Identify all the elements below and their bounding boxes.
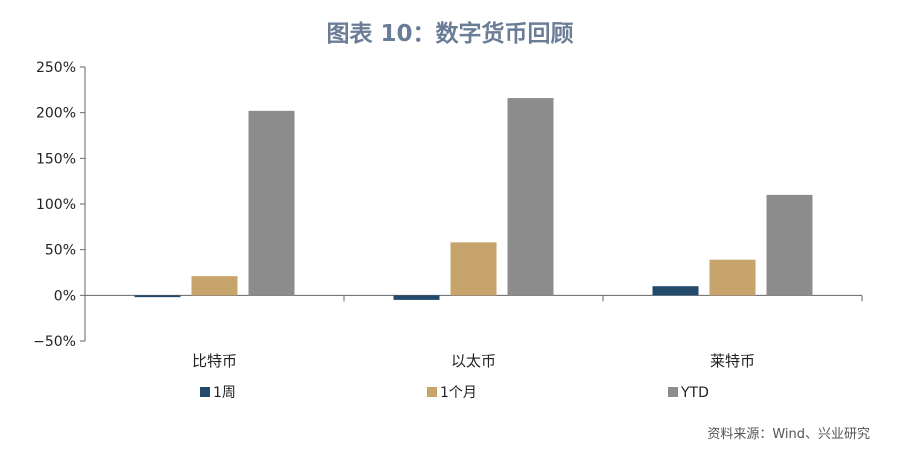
category-label: 以太币	[451, 352, 496, 370]
bar-0-2	[248, 110, 295, 296]
bar-0-0	[134, 295, 181, 298]
legend-swatch	[427, 387, 437, 397]
bar-1-2	[507, 98, 554, 296]
category-label: 比特币	[192, 352, 237, 370]
y-tick-label: 250%	[36, 60, 76, 76]
bar-0-1	[191, 276, 238, 296]
legend-swatch	[200, 387, 210, 397]
y-tick-label: 100%	[36, 197, 76, 213]
y-tick-label: 200%	[36, 106, 76, 122]
legend: 1周 1个月 YTD	[200, 385, 709, 401]
y-tick-label: 50%	[45, 243, 76, 259]
category-label: 莱特币	[710, 352, 755, 370]
bar-1-1	[450, 242, 497, 296]
bar-1-0	[393, 295, 440, 300]
chart-title: 图表 10：数字货币回顾	[326, 21, 574, 47]
bar-2-2	[766, 194, 813, 296]
bar-2-1	[709, 259, 756, 296]
legend-swatch	[668, 387, 678, 397]
y-tick-label: 150%	[36, 151, 76, 167]
axes	[80, 66, 863, 342]
legend-label: 1个月	[440, 385, 477, 401]
axis-labels: −50% 0% 50% 100% 150% 200% 250% 比特币 以太币 莱特币	[33, 60, 755, 370]
legend-label: 1周	[213, 385, 236, 401]
legend-label: YTD	[680, 385, 709, 401]
source-note: 资料来源：Wind、兴业研究	[707, 427, 870, 442]
bar-2-0	[652, 286, 699, 296]
bars	[134, 98, 813, 300]
y-tick-label: 0%	[54, 288, 76, 304]
y-tick-label: −50%	[33, 334, 76, 350]
